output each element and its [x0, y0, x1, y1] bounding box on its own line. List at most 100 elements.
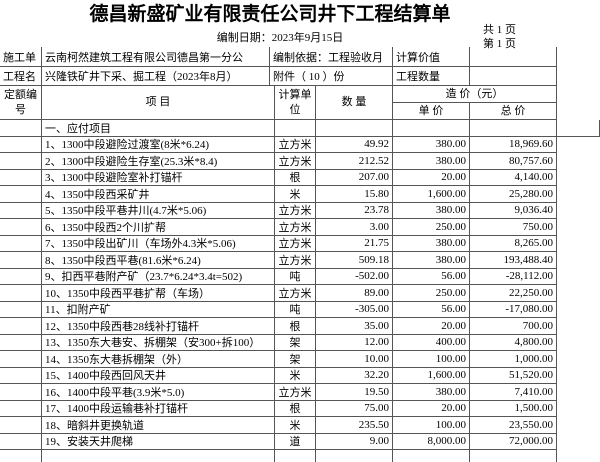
empty-cell	[470, 47, 557, 67]
item: 8、1350中段西平巷(81.6米*6.24)	[42, 252, 275, 269]
item: 16、1400中段平巷(3.9米*5.0)	[42, 384, 275, 401]
unit: 根	[275, 169, 316, 186]
label: 计算价值	[393, 47, 470, 67]
empty-cell	[316, 120, 393, 137]
quantity: 89.00	[316, 285, 393, 302]
quantity: -502.00	[316, 268, 393, 285]
empty-cell	[0, 301, 42, 318]
date: 编制日期：2023年9月15日	[216, 32, 344, 44]
empty-cell	[0, 252, 42, 269]
empty-cell	[0, 400, 42, 417]
unit-price: 250.00	[393, 219, 470, 236]
quantity: 207.00	[316, 169, 393, 186]
unit: 米	[275, 367, 316, 384]
column-header: 数 量	[316, 86, 393, 120]
empty-cell	[0, 153, 42, 170]
unit-price: 56.00	[393, 268, 470, 285]
unit-price: 20.00	[393, 169, 470, 186]
empty-cell	[393, 450, 470, 462]
empty-cell	[0, 285, 42, 302]
empty-cell	[0, 384, 42, 401]
empty-cell	[470, 67, 557, 86]
project: 兴隆铁矿井下采、掘工程（2023年8月）	[42, 67, 270, 86]
unit: 米	[275, 417, 316, 434]
quantity: 35.00	[316, 318, 393, 335]
item: 13、1350东大巷安、拆棚架（安300+拆100）	[42, 334, 275, 351]
item: 19、安装天井爬梯	[42, 433, 275, 450]
label: 工程名	[0, 67, 42, 86]
unit-price: 380.00	[393, 136, 470, 153]
unit-price: 20.00	[393, 400, 470, 417]
total: 72,000.00	[470, 433, 557, 450]
total: 22,250.00	[470, 285, 557, 302]
quantity: 19.50	[316, 384, 393, 401]
quantity: 32.20	[316, 367, 393, 384]
total: 4,800.00	[470, 334, 557, 351]
item: 5、1350中段平巷井川(4.7米*5.06)	[42, 202, 275, 219]
unit-price: 250.00	[393, 285, 470, 302]
basis: 编制依据：工程验收月	[270, 47, 393, 67]
total: 193,488.40	[470, 252, 557, 269]
unit: 吨	[275, 301, 316, 318]
total: -17,080.00	[470, 301, 557, 318]
attachment: 附件（ 10 ）份	[270, 67, 393, 86]
quantity: 10.00	[316, 351, 393, 368]
empty-cell	[0, 136, 42, 153]
quantity: 235.50	[316, 417, 393, 434]
unit-price: 380.00	[393, 202, 470, 219]
empty-cell	[0, 169, 42, 186]
empty-cell	[0, 219, 42, 236]
unit: 立方米	[275, 136, 316, 153]
quantity: 75.00	[316, 400, 393, 417]
empty-cell	[557, 120, 600, 137]
unit: 根	[275, 318, 316, 335]
unit-price: 20.00	[393, 318, 470, 335]
item: 6、1350中段西2个川扩帮	[42, 219, 275, 236]
quantity: -305.00	[316, 301, 393, 318]
empty-cell	[0, 268, 42, 285]
page-current: 第 1 页	[483, 38, 516, 50]
empty-cell	[275, 450, 316, 462]
column-header: 单 价	[393, 103, 470, 120]
item: 7、1350中段出矿川（车场外4.3米*5.06)	[42, 235, 275, 252]
label: 工程数量	[393, 67, 470, 86]
unit: 米	[275, 186, 316, 203]
empty-cell	[42, 450, 275, 462]
unit-price: 100.00	[393, 417, 470, 434]
empty-cell	[393, 120, 470, 137]
empty-cell	[0, 367, 42, 384]
quantity: 23.78	[316, 202, 393, 219]
unit: 立方米	[275, 252, 316, 269]
item: 12、1350中段西巷28线补打锚杆	[42, 318, 275, 335]
item: 1、1300中段避险过渡室(8米*6.24)	[42, 136, 275, 153]
column-header: 造 价（元）	[393, 86, 557, 103]
unit-price: 56.00	[393, 301, 470, 318]
empty-cell	[0, 417, 42, 434]
unit: 吨	[275, 268, 316, 285]
builder: 云南柯然建筑工程有限公司德昌第一分公	[42, 47, 270, 67]
column-header: 总 价	[470, 103, 557, 120]
page-total: 共 1 页	[483, 24, 516, 36]
total: 51,520.00	[470, 367, 557, 384]
unit: 道	[275, 433, 316, 450]
total: 18,969.60	[470, 136, 557, 153]
unit: 根	[275, 400, 316, 417]
unit: 立方米	[275, 202, 316, 219]
empty-cell	[275, 120, 316, 137]
empty-cell	[316, 450, 393, 462]
unit: 架	[275, 351, 316, 368]
quantity: 212.52	[316, 153, 393, 170]
empty-cell	[470, 450, 557, 462]
total: 23,550.00	[470, 417, 557, 434]
unit-price: 380.00	[393, 153, 470, 170]
unit: 立方米	[275, 153, 316, 170]
unit-price: 380.00	[393, 384, 470, 401]
item: 4、1350中段西采矿井	[42, 186, 275, 203]
empty-cell	[0, 351, 42, 368]
item: 18、暗斜井更换轨道	[42, 417, 275, 434]
unit: 立方米	[275, 285, 316, 302]
column-header: 项 目	[42, 86, 275, 120]
label: 施工单	[0, 47, 42, 67]
total: 7,410.00	[470, 384, 557, 401]
